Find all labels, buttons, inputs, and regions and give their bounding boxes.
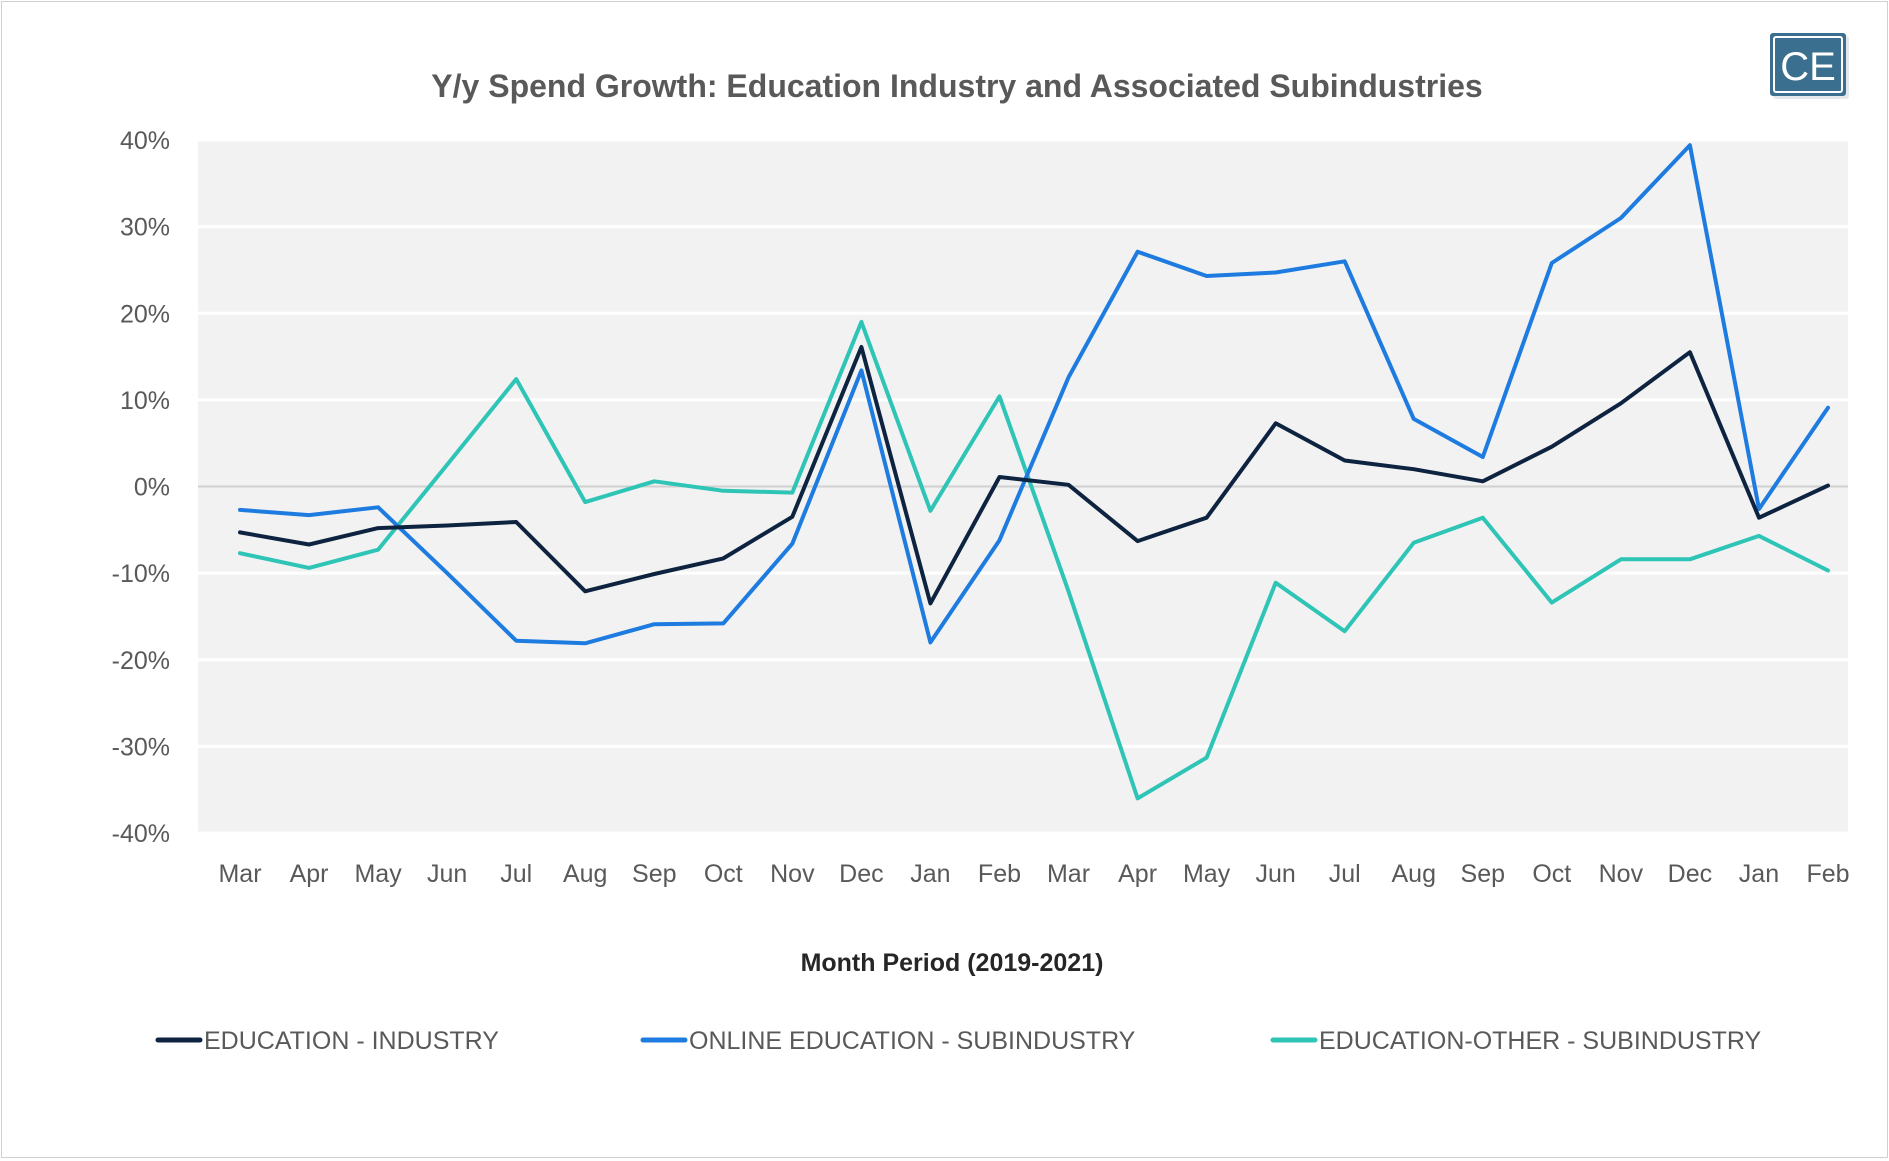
x-tick-label: May xyxy=(354,860,402,888)
legend-label: EDUCATION - INDUSTRY xyxy=(204,1027,499,1055)
x-tick-label: Jan xyxy=(910,860,950,888)
x-tick-label: Apr xyxy=(290,860,329,888)
logo-text: CE xyxy=(1780,45,1836,89)
x-tick-label: Mar xyxy=(1047,860,1090,888)
x-axis-ticks: Mar Apr May Jun Jul Aug Sep Oct Nov Dec Jan Feb Mar A… xyxy=(218,860,1849,888)
y-tick-label: -20% xyxy=(112,647,170,675)
x-tick-label: Nov xyxy=(1599,860,1644,888)
x-tick-label: Feb xyxy=(978,860,1021,888)
y-tick-label: -40% xyxy=(112,820,170,848)
x-tick-label: May xyxy=(1183,860,1231,888)
legend-label: EDUCATION-OTHER - SUBINDUSTRY xyxy=(1319,1027,1761,1055)
gridlines xyxy=(198,138,1848,835)
x-tick-label: Jul xyxy=(500,860,532,888)
x-tick-label: Jun xyxy=(1255,860,1295,888)
series-line-0 xyxy=(238,345,1830,606)
y-tick-label: -30% xyxy=(112,733,170,761)
x-tick-label: Jun xyxy=(427,860,467,888)
x-tick-label: Jan xyxy=(1739,860,1779,888)
x-tick-label: Sep xyxy=(632,860,676,888)
series-lines xyxy=(238,143,1830,801)
x-tick-label: Aug xyxy=(1391,860,1435,888)
x-tick-label: Mar xyxy=(218,860,261,888)
x-tick-label: Oct xyxy=(1532,860,1571,888)
y-tick-label: 10% xyxy=(120,387,170,415)
y-tick-label: -10% xyxy=(112,560,170,588)
x-tick-label: Jul xyxy=(1329,860,1361,888)
series-line-1 xyxy=(238,143,1830,646)
x-tick-label: Nov xyxy=(770,860,815,888)
x-tick-label: Dec xyxy=(1668,860,1712,888)
y-tick-label: 20% xyxy=(120,300,170,328)
x-tick-label: Aug xyxy=(563,860,607,888)
chart-title: Y/y Spend Growth: Education Industry and… xyxy=(431,68,1482,104)
y-tick-label: 0% xyxy=(134,474,170,502)
x-tick-label: Dec xyxy=(839,860,883,888)
legend: EDUCATION - INDUSTRY ONLINE EDUCATION - S… xyxy=(155,1027,1761,1055)
x-tick-label: Oct xyxy=(704,860,743,888)
x-axis-title: Month Period (2019-2021) xyxy=(801,949,1104,977)
y-tick-label: 40% xyxy=(120,127,170,155)
x-tick-label: Feb xyxy=(1806,860,1849,888)
logo-badge: CE xyxy=(1770,33,1849,99)
x-tick-label: Apr xyxy=(1118,860,1157,888)
series-line-2 xyxy=(238,319,1830,801)
y-tick-label: 30% xyxy=(120,214,170,242)
legend-label: ONLINE EDUCATION - SUBINDUSTRY xyxy=(689,1027,1136,1055)
x-tick-label: Sep xyxy=(1461,860,1505,888)
y-axis-ticks: 40% 30% 20% 10% 0% -10% -20% -30% -40% xyxy=(112,127,170,848)
